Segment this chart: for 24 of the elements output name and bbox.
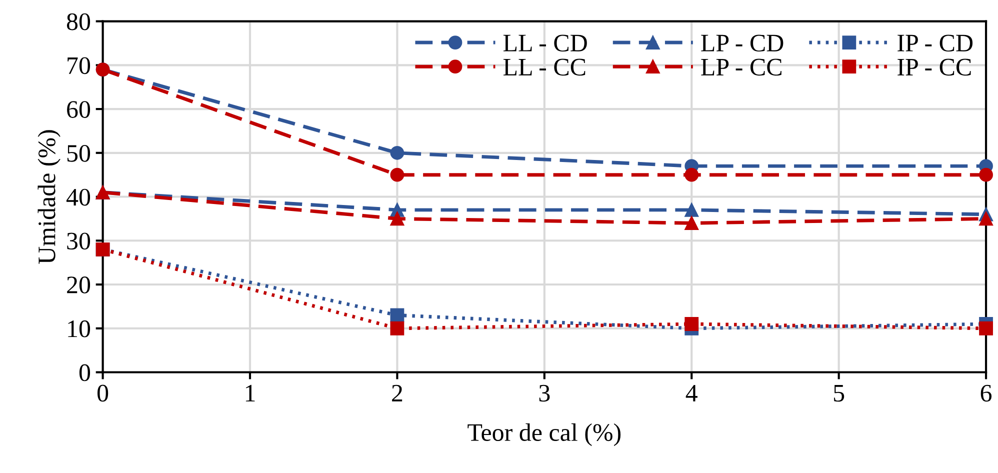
x-tick-label: 0 [97,384,108,402]
legend-label: IP - CD [898,34,973,52]
y-tick-label: 80 [66,13,90,30]
y-tick-label: 50 [67,144,90,162]
y-tick-label: 60 [67,101,90,118]
legend-label: LL - CD [503,34,587,52]
x-tick-label: 3 [539,384,550,402]
y-tick-label: 30 [67,232,90,250]
y-axis-title: Umidade (%) [38,130,60,264]
legend-label: IP - CC [898,58,971,76]
legend-label: LL - CC [503,58,586,76]
y-tick-label: 10 [68,320,90,338]
x-tick-label: 2 [392,384,402,402]
legend-label: LP - CD [701,34,784,52]
x-tick-label: 4 [686,384,698,402]
x-axis-title: Teor de cal (%) [468,423,621,446]
y-tick-label: 0 [79,364,90,382]
y-tick-label: 40 [66,188,90,206]
x-tick-label: 6 [980,384,992,402]
x-tick-label: 5 [834,385,844,402]
y-tick-label: 70 [68,57,90,74]
x-tick-label: 1 [246,384,255,402]
y-tick-label: 20 [67,276,90,294]
legend-label: LP - CC [701,58,782,76]
